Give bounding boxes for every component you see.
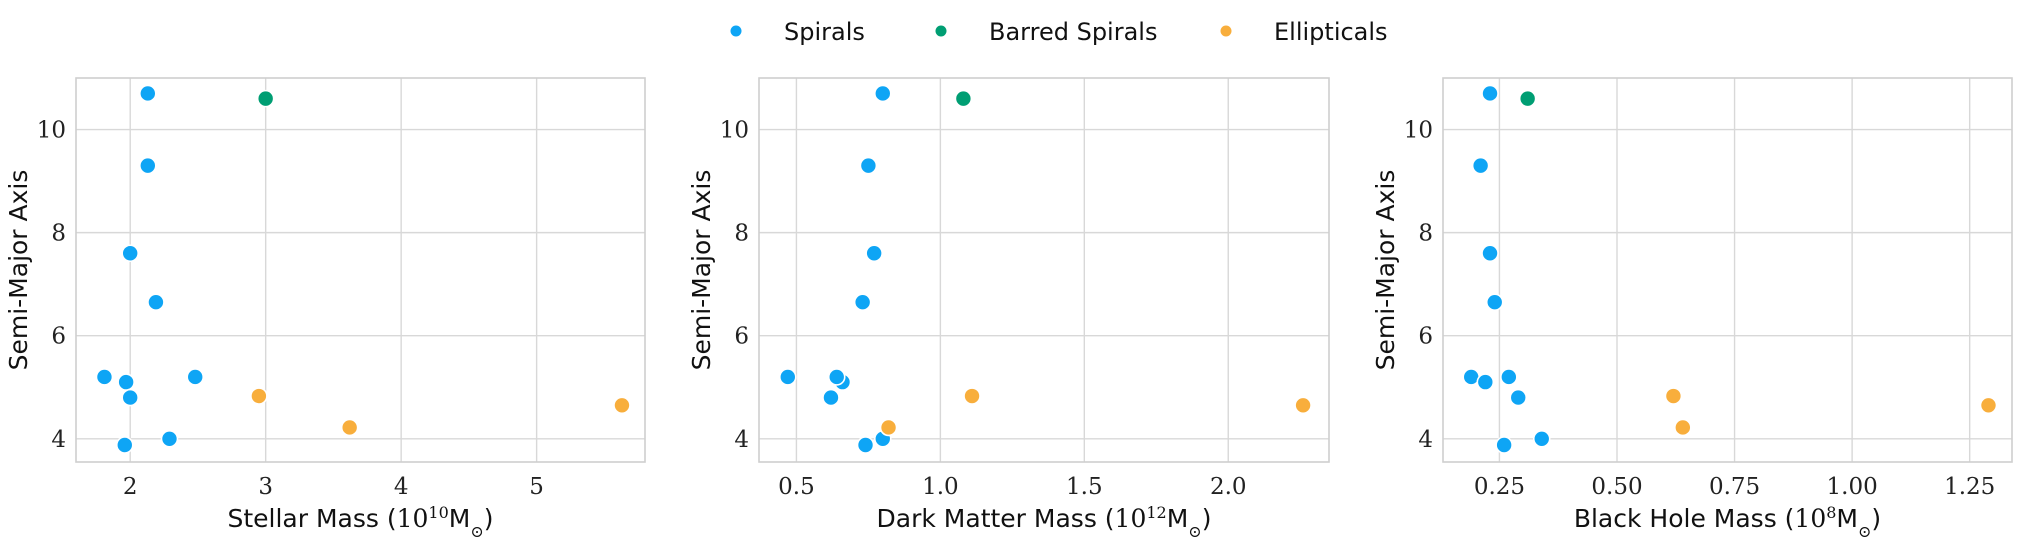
legend-marker-barred xyxy=(935,25,947,37)
y-tick-label: 6 xyxy=(734,324,749,350)
data-point-spirals xyxy=(1500,368,1518,386)
data-point-ellipticals xyxy=(1664,387,1683,405)
legend-label-barred: Barred Spirals xyxy=(989,18,1157,46)
data-point-spirals xyxy=(1509,388,1528,407)
legend-marker-ellipticals xyxy=(1220,25,1232,37)
legend-label-spirals: Spirals xyxy=(784,18,865,46)
data-point-spirals xyxy=(139,156,157,175)
data-point-ellipticals xyxy=(879,418,898,437)
data-point-spirals xyxy=(1471,156,1490,175)
y-tick-label: 10 xyxy=(1404,118,1433,144)
data-point-ellipticals xyxy=(340,418,359,437)
y-tick-label: 4 xyxy=(1418,427,1433,453)
data-point-spirals xyxy=(1532,430,1551,448)
y-tick-label: 8 xyxy=(734,221,749,247)
data-point-barred xyxy=(1518,89,1537,108)
data-point-barred xyxy=(256,89,275,108)
y-tick-label: 4 xyxy=(51,427,66,453)
data-point-spirals xyxy=(186,368,205,386)
data-point-spirals xyxy=(859,156,878,175)
x-tick-label: 1.0 xyxy=(922,474,959,500)
x-tick-label: 3 xyxy=(258,474,273,500)
x-tick-label: 1.5 xyxy=(1066,474,1103,500)
x-tick-label: 1.00 xyxy=(1827,474,1878,500)
plot-frame xyxy=(758,77,1330,463)
y-tick-label: 8 xyxy=(1418,221,1433,247)
data-point-spirals xyxy=(822,388,840,407)
x-tick-label: 0.75 xyxy=(1709,474,1760,500)
x-axis-label: Black Hole Mass (108M⊙) xyxy=(1574,503,1881,541)
plot-frame xyxy=(75,77,646,463)
x-axis-label: Stellar Mass (1010M⊙) xyxy=(227,503,493,541)
data-point-ellipticals xyxy=(963,387,981,405)
data-point-spirals xyxy=(1481,244,1499,263)
data-point-spirals xyxy=(778,368,797,386)
x-tick-label: 5 xyxy=(529,474,544,500)
x-axis-label: Dark Matter Mass (1012M⊙) xyxy=(877,503,1212,541)
plot-frame xyxy=(1442,77,2013,463)
data-point-spirals xyxy=(139,84,157,103)
data-point-spirals xyxy=(95,368,114,386)
data-point-ellipticals xyxy=(1674,418,1692,437)
y-axis-label: Semi-Major Axis xyxy=(1371,170,1400,371)
data-point-spirals xyxy=(147,293,165,312)
legend: Spirals Barred Spirals Ellipticals xyxy=(730,18,1388,46)
data-point-spirals xyxy=(1485,293,1504,312)
data-point-ellipticals xyxy=(250,387,268,405)
data-point-barred xyxy=(954,89,973,108)
panels: 2 3 4 5 4 6 8 10 Stellar Mass (1010M⊙) Semi-Major… xyxy=(4,77,2013,541)
data-point-ellipticals xyxy=(1294,396,1312,415)
y-tick-label: 6 xyxy=(1418,324,1433,350)
data-point-spirals xyxy=(115,436,134,454)
data-point-spirals xyxy=(121,388,139,407)
data-point-spirals xyxy=(117,373,135,391)
y-axis-label: Semi-Major Axis xyxy=(687,170,716,371)
data-point-spirals xyxy=(856,436,875,454)
y-axis-label: Semi-Major Axis xyxy=(4,170,33,371)
x-tick-label: 1.25 xyxy=(1944,474,1995,500)
panel-stellar: 2 3 4 5 4 6 8 10 Stellar Mass (1010M⊙) Semi-Major… xyxy=(4,77,646,541)
x-tick-label: 2 xyxy=(123,474,138,500)
x-tick-label: 4 xyxy=(394,474,409,500)
x-tick-label: 0.50 xyxy=(1591,474,1642,500)
y-tick-label: 10 xyxy=(720,118,749,144)
y-tick-label: 6 xyxy=(51,324,66,350)
y-tick-label: 8 xyxy=(51,221,66,247)
data-point-spirals xyxy=(853,293,872,312)
data-point-spirals xyxy=(1481,84,1499,103)
x-tick-label: 2.0 xyxy=(1210,474,1247,500)
legend-marker-spirals xyxy=(730,25,742,37)
data-point-ellipticals xyxy=(613,396,631,415)
data-point-spirals xyxy=(1476,373,1495,391)
data-point-spirals xyxy=(873,84,892,103)
data-point-spirals xyxy=(865,244,883,263)
panel-dark: 0.5 1.0 1.5 2.0 4 6 8 10 Dark Matter Mass (1012M… xyxy=(687,77,1330,541)
data-point-ellipticals xyxy=(1979,396,1998,415)
y-tick-label: 10 xyxy=(37,118,66,144)
data-point-spirals xyxy=(121,244,139,263)
legend-label-ellipticals: Ellipticals xyxy=(1274,18,1388,46)
y-tick-label: 4 xyxy=(734,427,749,453)
data-point-spirals xyxy=(827,368,846,386)
x-tick-label: 0.25 xyxy=(1474,474,1525,500)
panel-blackhole: 0.25 0.50 0.75 1.00 1.25 4 6 8 10 Black Hole Mass… xyxy=(1371,77,2013,541)
data-point-spirals xyxy=(1495,436,1513,454)
data-point-spirals xyxy=(160,430,179,448)
x-tick-label: 0.5 xyxy=(778,474,815,500)
